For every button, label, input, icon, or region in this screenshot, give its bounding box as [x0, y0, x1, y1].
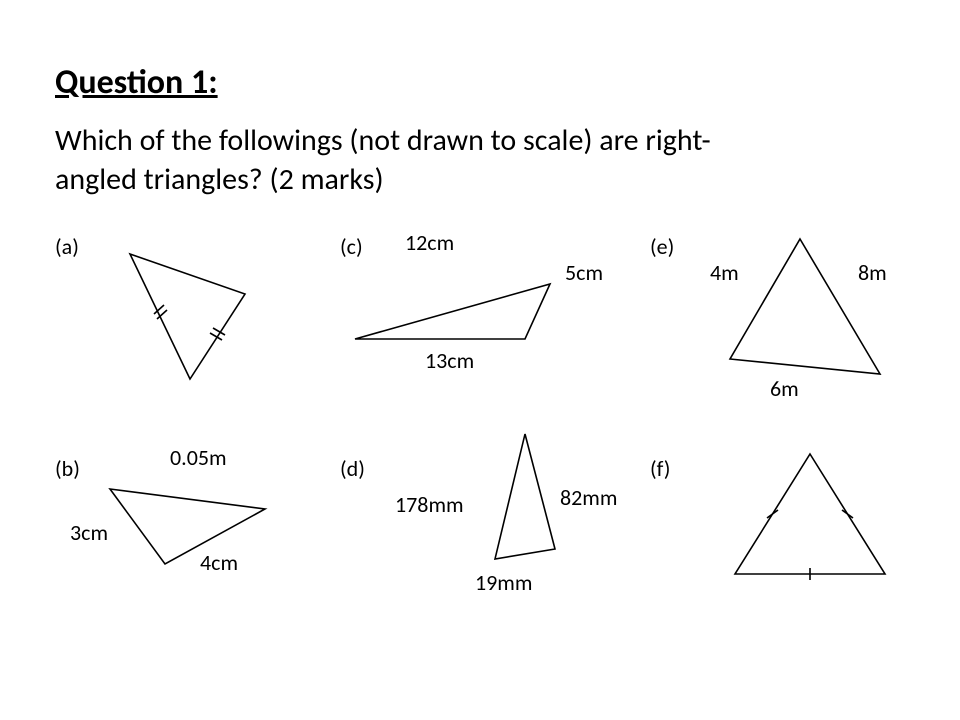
side-b-left: 3cm	[70, 519, 108, 546]
question-title: Question 1:	[55, 62, 908, 103]
label-b: (b)	[55, 455, 80, 482]
side-e-right: 8m	[858, 259, 887, 286]
triangle-f	[725, 444, 905, 594]
label-d: (d)	[340, 455, 365, 482]
side-e-bottom: 6m	[770, 375, 799, 402]
prompt-line-1: Which of the followings (not drawn to sc…	[55, 122, 711, 159]
side-d-bottom: 19mm	[475, 569, 532, 596]
triangles-grid: (a) (c) 12cm 5cm 13cm (e) 4m 8m 6m (b) 0…	[55, 229, 935, 649]
label-f: (f)	[650, 455, 670, 482]
triangle-b	[100, 469, 295, 589]
side-e-left: 4m	[710, 259, 739, 286]
side-c-top: 12cm	[405, 229, 454, 256]
label-e: (e)	[650, 233, 674, 260]
side-d-right: 82mm	[560, 484, 617, 511]
side-c-right: 5cm	[565, 259, 603, 286]
label-a: (a)	[55, 233, 79, 260]
label-c: (c)	[340, 233, 363, 260]
side-c-bottom: 13cm	[425, 347, 474, 374]
side-b-right: 4cm	[200, 549, 238, 576]
question-prompt: Which of the followings (not drawn to sc…	[55, 121, 908, 199]
side-b-top: 0.05m	[170, 444, 227, 471]
triangle-e	[710, 234, 910, 394]
prompt-line-2: angled triangles? (2 marks)	[55, 161, 384, 198]
side-d-left: 178mm	[395, 491, 464, 518]
triangle-a	[115, 244, 275, 394]
